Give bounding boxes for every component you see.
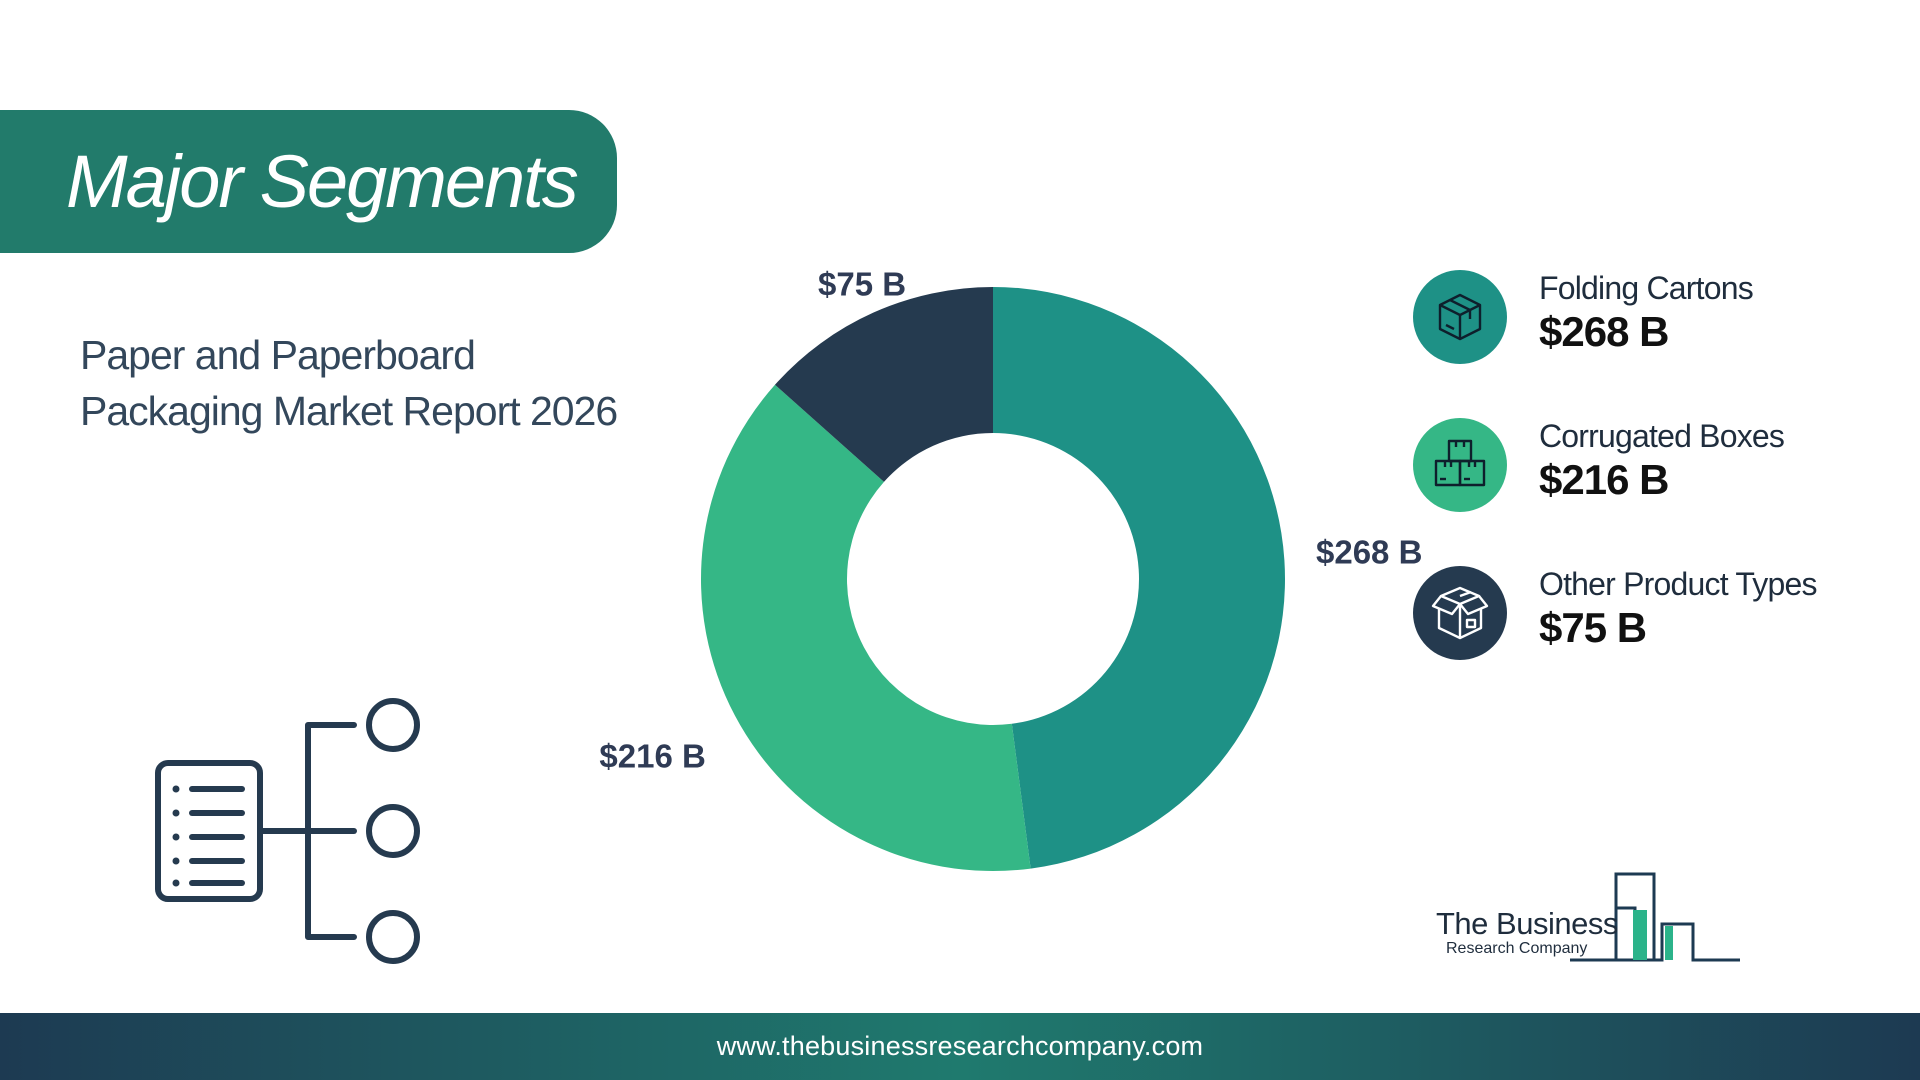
legend-swatch-corrugated-boxes xyxy=(1413,418,1507,512)
legend-value: $75 B xyxy=(1539,604,1647,651)
legend-swatch-other-product-types xyxy=(1413,566,1507,660)
legend-swatch-folding-cartons xyxy=(1413,270,1507,364)
legend-label: Folding Cartons xyxy=(1539,270,1754,306)
report-title: Paper and Paperboard Packaging Market Re… xyxy=(80,327,680,439)
legend-label: Corrugated Boxes xyxy=(1539,418,1785,454)
footer-url[interactable]: www.thebusinessresearchcompany.com xyxy=(716,1031,1204,1061)
legend-item-other-product-types: Other Product Types $75 B xyxy=(1413,566,1893,666)
donut-slice-other-product-types xyxy=(774,287,993,482)
donut-chart: $268 B $216 B $75 B xyxy=(599,266,1422,871)
legend-value: $216 B xyxy=(1539,456,1669,503)
stacked-boxes-icon xyxy=(1434,439,1486,487)
data-label-corrugated-boxes: $216 B xyxy=(599,738,705,775)
legend-value: $268 B xyxy=(1539,308,1669,355)
report-title-line-2: Packaging Market Report 2026 xyxy=(80,388,618,434)
segments-list-icon xyxy=(155,698,420,964)
title-banner: Major Segments xyxy=(0,110,617,253)
box-icon xyxy=(1438,293,1482,341)
donut-slice-folding-cartons xyxy=(993,287,1285,869)
data-label-other-product-types: $75 B xyxy=(818,266,906,303)
page-title: Major Segments xyxy=(66,140,579,223)
company-logo: The Business Research Company xyxy=(1430,868,1750,968)
data-label-folding-cartons: $268 B xyxy=(1316,533,1422,570)
report-title-line-1: Paper and Paperboard xyxy=(80,332,476,378)
legend-item-corrugated-boxes: Corrugated Boxes $216 B xyxy=(1413,418,1893,518)
open-box-icon xyxy=(1431,586,1489,640)
legend-item-folding-cartons: Folding Cartons $268 B xyxy=(1413,270,1893,370)
logo-name: The Business xyxy=(1436,906,1618,941)
donut-slice-corrugated-boxes xyxy=(701,384,1031,871)
footer-bar: www.thebusinessresearchcompany.com xyxy=(0,1013,1920,1080)
logo-subtitle: Research Company xyxy=(1446,940,1588,957)
legend-label: Other Product Types xyxy=(1539,566,1818,602)
logo-buildings-icon xyxy=(1570,872,1740,962)
